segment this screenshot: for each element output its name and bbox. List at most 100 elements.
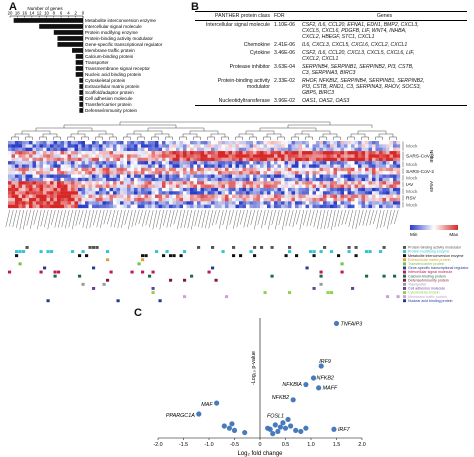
heatmap-cell xyxy=(81,201,86,205)
table-row: Intercellular signal molecule 1.10E-06 CSF… xyxy=(195,21,467,41)
heatmap-cell xyxy=(176,204,180,209)
heatmap-cell xyxy=(120,197,124,202)
heatmap-cell xyxy=(81,197,86,202)
heatmap-cell xyxy=(130,151,135,155)
heatmap-cell xyxy=(32,151,37,155)
heatmap-cell xyxy=(162,194,166,199)
heatmap-cell xyxy=(302,157,306,162)
heatmap-cell xyxy=(120,184,124,189)
heatmap-cell xyxy=(176,147,180,152)
header-class: PANTHER protein class xyxy=(215,13,270,19)
category-mark xyxy=(312,287,316,290)
heatmap-cell xyxy=(71,181,75,185)
heatmap-cell xyxy=(137,194,142,199)
heatmap-cell xyxy=(197,181,201,185)
heatmap-cell xyxy=(291,154,296,158)
heatmap-cell xyxy=(386,144,390,148)
panel-c-label: C xyxy=(134,307,142,319)
heatmap-cell xyxy=(347,164,352,168)
category-mark xyxy=(319,282,323,286)
heatmap-cell xyxy=(365,184,369,189)
heatmap-cell xyxy=(263,181,268,185)
category-mark xyxy=(319,250,323,253)
heatmap-cell xyxy=(99,194,103,199)
row-label: IAV xyxy=(406,182,414,188)
heatmap-cell xyxy=(375,161,380,165)
heatmap-cell xyxy=(340,164,345,168)
category-mark xyxy=(284,254,288,258)
heatmap-cell xyxy=(193,171,198,175)
heatmap-cell xyxy=(130,177,135,182)
heatmap-cell xyxy=(53,154,58,158)
heatmap-cell xyxy=(144,171,149,175)
heatmap-cell xyxy=(95,144,100,148)
category-mark xyxy=(39,250,43,253)
heatmap-cell xyxy=(358,154,362,158)
heatmap-cell xyxy=(25,201,30,205)
heatmap-cell xyxy=(221,151,226,155)
heatmap-cell xyxy=(137,157,142,162)
tick-label: 18 xyxy=(15,11,20,16)
heatmap-cell xyxy=(242,167,247,172)
heatmap-cell xyxy=(120,187,124,192)
heatmap-cell xyxy=(60,177,65,182)
heatmap-cell xyxy=(127,187,131,192)
heatmap-cell xyxy=(323,197,327,202)
point-label: FOSL1 xyxy=(267,413,284,419)
heatmap-cell xyxy=(172,197,177,202)
heatmap-cell xyxy=(295,197,299,202)
heatmap-cell xyxy=(39,197,44,202)
heatmap-cell xyxy=(102,171,107,175)
heatmap-cell xyxy=(340,171,345,175)
heatmap-cell xyxy=(155,194,159,199)
heatmap-cell xyxy=(29,197,33,202)
heatmap-cell xyxy=(141,201,145,205)
heatmap-cell xyxy=(386,164,390,168)
heatmap-cell xyxy=(288,157,292,162)
heatmap-cell xyxy=(291,184,296,189)
bar xyxy=(57,42,83,47)
category-mark xyxy=(263,291,267,294)
heatmap-cell xyxy=(375,144,380,148)
heatmap-cell xyxy=(109,177,114,182)
heatmap-cell xyxy=(267,204,271,209)
bar xyxy=(75,66,83,71)
heatmap-cell xyxy=(113,151,117,155)
heatmap-cell xyxy=(207,151,212,155)
heatmap-cell xyxy=(18,177,23,182)
heatmap-cell xyxy=(361,194,366,199)
heatmap-cell xyxy=(113,174,117,178)
heatmap-cell xyxy=(85,171,89,175)
heatmap-cell xyxy=(246,184,250,189)
heatmap-cell xyxy=(263,141,268,145)
heatmap-cell xyxy=(337,144,341,148)
heatmap-cell xyxy=(190,201,194,205)
heatmap-cell xyxy=(379,177,383,182)
heatmap-cell xyxy=(113,187,117,192)
heatmap-cell xyxy=(8,177,12,182)
heatmap-cell xyxy=(263,147,268,152)
heatmap-cell xyxy=(207,184,212,189)
legend-label: Transfer/carrier protein xyxy=(408,262,444,266)
heatmap-cell xyxy=(106,201,110,205)
heatmap-cell xyxy=(225,147,229,152)
heatmap-cell xyxy=(36,187,40,192)
heatmap-cell xyxy=(396,174,401,178)
heatmap-cell xyxy=(81,171,86,175)
heatmap-cell xyxy=(43,194,47,199)
heatmap-cell xyxy=(235,157,240,162)
heatmap-cell xyxy=(95,174,100,178)
heatmap-cell xyxy=(319,197,324,202)
heatmap-cell xyxy=(74,141,79,145)
category-mark xyxy=(354,254,358,258)
heatmap-cell xyxy=(102,181,107,185)
heatmap-cell xyxy=(218,171,222,175)
data-point xyxy=(310,375,317,381)
heatmap-cell xyxy=(393,191,397,195)
heatmap-cell xyxy=(393,187,397,192)
heatmap-cell xyxy=(389,164,394,168)
data-point xyxy=(277,424,283,430)
heatmap-cell xyxy=(393,197,397,202)
heatmap-cell xyxy=(382,141,387,145)
heatmap-cell xyxy=(305,187,310,192)
